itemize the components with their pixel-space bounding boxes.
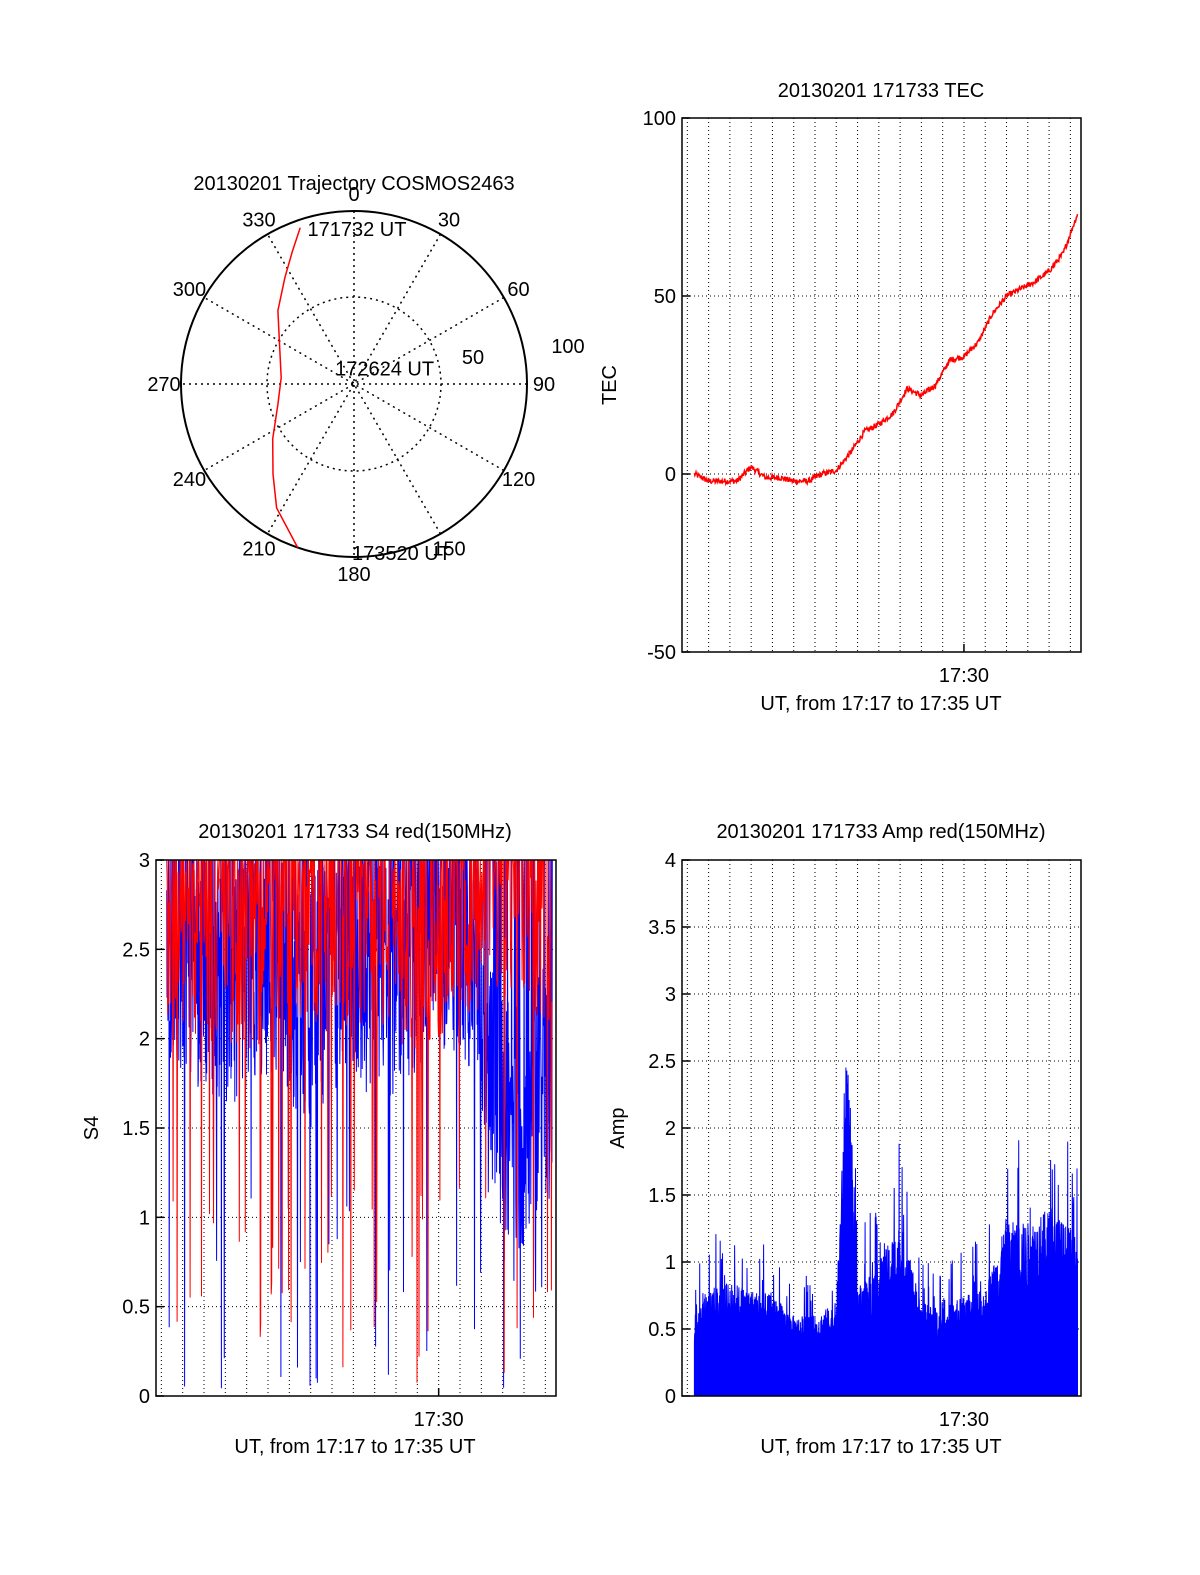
polar-azimuth-label: 330 xyxy=(242,209,275,231)
amp-panel: 20130201 171733 Amp red(150MHz) 0 0.5 1 1.5… xyxy=(607,821,1082,1458)
s4-frame xyxy=(155,859,557,1397)
y-tick-label: 2.5 xyxy=(122,939,150,961)
polar-azimuth-label: 150 xyxy=(432,539,465,561)
polar-outer-circle xyxy=(180,210,528,558)
amp-title: 20130201 171733 Amp red(150MHz) xyxy=(716,821,1045,843)
amp-y-label: Amp xyxy=(607,1107,629,1148)
amp-series-blue-area xyxy=(693,1067,1078,1397)
polar-azimuth-label: 240 xyxy=(173,469,206,491)
y-tick-label: 1.5 xyxy=(648,1185,676,1207)
y-tick-label: 3.5 xyxy=(648,917,676,939)
y-tick-label: 50 xyxy=(654,286,676,308)
polar-azimuth-label: 120 xyxy=(502,469,535,491)
s4-panel: 20130201 171733 S4 red(150MHz) 0 0.5 1 1.5 2… xyxy=(81,821,557,1458)
y-tick-label: 2 xyxy=(139,1029,150,1051)
x-tick-label: 17:30 xyxy=(939,1409,989,1431)
polar-azimuth-labels: 0 30 60 90 120 150 180 210 240 270 300 330 xyxy=(147,184,555,586)
polar-time-annotation: 173520 UT xyxy=(352,543,451,565)
y-tick-label: 0.5 xyxy=(122,1297,150,1319)
polar-azimuth-label: 180 xyxy=(337,564,370,586)
y-tick-label: 1 xyxy=(139,1207,150,1229)
polar-azimuth-label: 60 xyxy=(507,279,529,301)
tec-grid xyxy=(682,118,1081,652)
s4-title: 20130201 171733 S4 red(150MHz) xyxy=(198,821,512,843)
tec-series-line xyxy=(693,213,1079,487)
y-tick-label: 4 xyxy=(665,850,676,872)
y-tick-label: 100 xyxy=(643,108,676,130)
y-tick-label: -50 xyxy=(647,642,676,664)
polar-radial-label-50: 50 xyxy=(462,347,484,369)
amp-frame xyxy=(681,859,1082,1397)
polar-azimuth-label: 300 xyxy=(173,279,206,301)
tec-title: 20130201 171733 TEC xyxy=(778,80,984,102)
polar-spoke xyxy=(203,296,505,472)
s4-y-label: S4 xyxy=(81,1116,103,1140)
y-tick-label: 0 xyxy=(139,1386,150,1408)
x-tick-label: 17:30 xyxy=(414,1409,464,1431)
polar-time-annotation: 171732 UT xyxy=(307,219,406,241)
s4-x-label: UT, from 17:17 to 17:35 UT xyxy=(234,1436,475,1458)
s4-x-ticks: 17:30 xyxy=(414,1388,464,1431)
polar-azimuth-label: 30 xyxy=(438,209,460,231)
polar-time-annotation: 172624 UT xyxy=(335,358,434,380)
polar-annotations: 171732 UT 172624 UT 173520 UT xyxy=(307,219,450,565)
polar-grid xyxy=(181,211,527,557)
amp-y-ticks: 0 0.5 1 1.5 2 2.5 3 3.5 4 xyxy=(648,850,690,1408)
y-tick-label: 0 xyxy=(665,464,676,486)
s4-y-ticks: 0 0.5 1 1.5 2 2.5 3 xyxy=(122,850,164,1408)
polar-azimuth-label: 90 xyxy=(533,374,555,396)
amp-x-label: UT, from 17:17 to 17:35 UT xyxy=(760,1436,1001,1458)
x-tick-label: 17:30 xyxy=(939,665,989,687)
polar-title: 20130201 Trajectory COSMOS2463 xyxy=(193,173,514,195)
tec-panel: 20130201 171733 TEC -50 0 50 100 17:30 UT, … xyxy=(599,80,1082,715)
y-tick-label: 2 xyxy=(665,1118,676,1140)
y-tick-label: 0 xyxy=(665,1386,676,1408)
polar-radial-label-100: 100 xyxy=(551,336,584,358)
polar-spoke xyxy=(203,296,505,472)
y-tick-label: 3 xyxy=(665,984,676,1006)
y-tick-label: 1 xyxy=(665,1252,676,1274)
polar-azimuth-label: 0 xyxy=(348,184,359,206)
tec-y-ticks: -50 0 50 100 xyxy=(643,108,690,664)
tec-y-label: TEC xyxy=(599,365,621,405)
polar-trajectory-line xyxy=(271,227,301,548)
amp-series-marks xyxy=(693,1067,1078,1397)
polar-spoke xyxy=(266,233,442,535)
tec-frame xyxy=(681,117,1082,653)
y-tick-label: 0.5 xyxy=(648,1319,676,1341)
polar-inner-circle xyxy=(266,296,442,472)
y-tick-label: 3 xyxy=(139,850,150,872)
tec-x-label: UT, from 17:17 to 17:35 UT xyxy=(760,693,1001,715)
trajectory-polar-panel: 20130201 Trajectory COSMOS2463 0 30 60 90 12… xyxy=(147,173,584,586)
y-tick-label: 2.5 xyxy=(648,1051,676,1073)
polar-azimuth-label: 270 xyxy=(147,374,180,396)
polar-azimuth-label: 210 xyxy=(242,539,275,561)
polar-spoke xyxy=(266,233,442,535)
y-tick-label: 1.5 xyxy=(122,1118,150,1140)
tec-x-ticks: 17:30 xyxy=(939,644,989,687)
s4-series-marks xyxy=(166,859,553,1389)
